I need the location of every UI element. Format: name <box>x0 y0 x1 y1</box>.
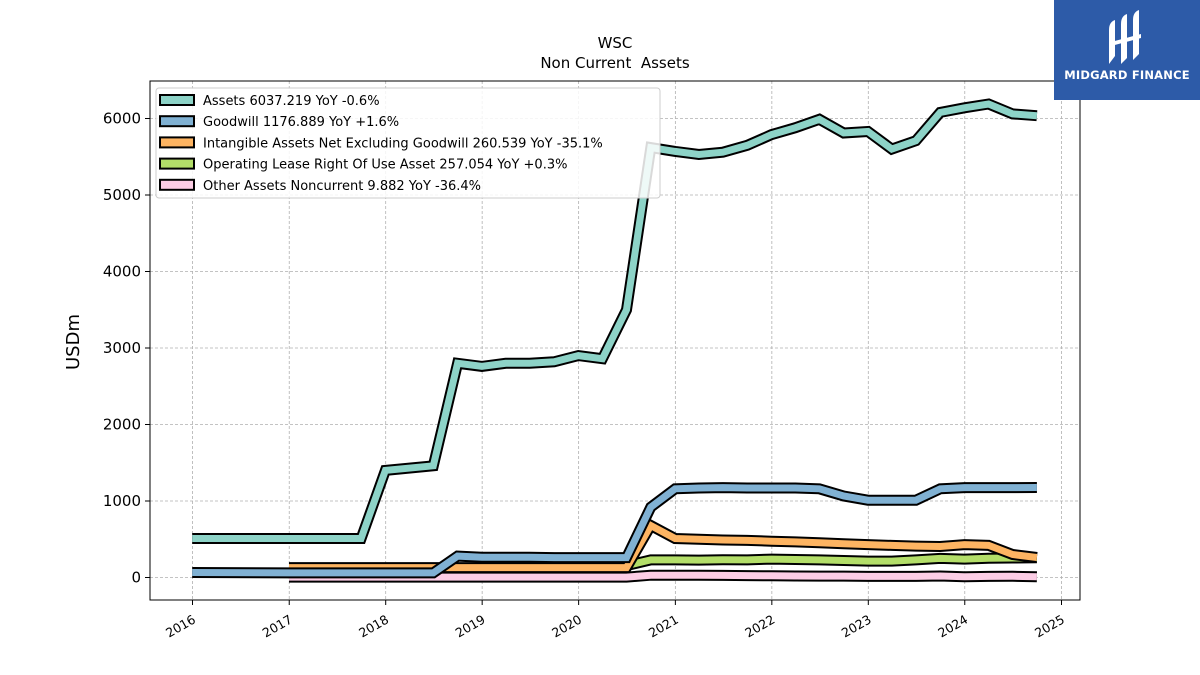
legend-swatch <box>159 178 195 191</box>
midgard-logo-icon <box>1109 10 1141 64</box>
y-tick-label: 2000 <box>103 416 141 434</box>
series-assets <box>192 98 1038 544</box>
y-tick-label: 6000 <box>103 110 141 128</box>
chart-subtitle: Non Current Assets <box>540 54 690 72</box>
x-tick-label: 2018 <box>356 612 391 641</box>
series-lines <box>192 98 1038 583</box>
series-intangible-assets-net-excluding-goodwill <box>289 518 1038 574</box>
series-line <box>289 520 1038 572</box>
series-line <box>192 484 1037 577</box>
x-tick-label: 2023 <box>839 612 874 641</box>
x-tick-label: 2016 <box>163 612 198 641</box>
legend-swatch <box>159 94 195 106</box>
chart-title: WSC <box>598 34 633 52</box>
y-tick-label: 1000 <box>103 492 141 510</box>
y-tick-label: 0 <box>131 569 141 587</box>
legend-label: Other Assets Noncurrent 9.882 YoY -36.4% <box>203 179 481 194</box>
series-other-assets-noncurrent <box>289 569 1037 583</box>
legend-swatch <box>159 115 195 128</box>
x-tick-label: 2019 <box>453 612 488 641</box>
x-tick-label: 2021 <box>646 612 681 641</box>
series-goodwill <box>192 482 1037 579</box>
series-line <box>192 100 1038 542</box>
legend-label: Intangible Assets Net Excluding Goodwill… <box>203 136 603 151</box>
legend-box <box>155 87 661 199</box>
y-tick-label: 5000 <box>103 186 141 204</box>
x-tick-label: 2022 <box>742 612 777 641</box>
y-tick-label: 3000 <box>103 339 141 357</box>
x-tick-label: 2017 <box>260 612 295 641</box>
midgard-finance-logo: MIDGARD FINANCE <box>1054 0 1200 100</box>
legend-label: Assets 6037.219 YoY -0.6% <box>203 94 380 109</box>
legend-swatch <box>159 157 195 170</box>
legend-swatch <box>159 136 195 149</box>
series-line <box>289 571 1037 581</box>
legend-label: Operating Lease Right Of Use Asset 257.0… <box>203 158 567 173</box>
logo-brand-text: MIDGARD FINANCE <box>1064 68 1190 82</box>
x-tick-label: 2024 <box>935 612 970 641</box>
x-tick-label: 2025 <box>1032 612 1067 641</box>
y-axis-label: USDm <box>63 314 84 370</box>
legend: Assets 6037.219 YoY -0.6% Goodwill 1176.8… <box>155 87 661 199</box>
x-tick-label: 2020 <box>549 612 584 641</box>
legend-label: Goodwill 1176.889 YoY +1.6% <box>203 115 399 130</box>
y-tick-label: 4000 <box>103 263 141 281</box>
plot-frame <box>149 80 1081 601</box>
